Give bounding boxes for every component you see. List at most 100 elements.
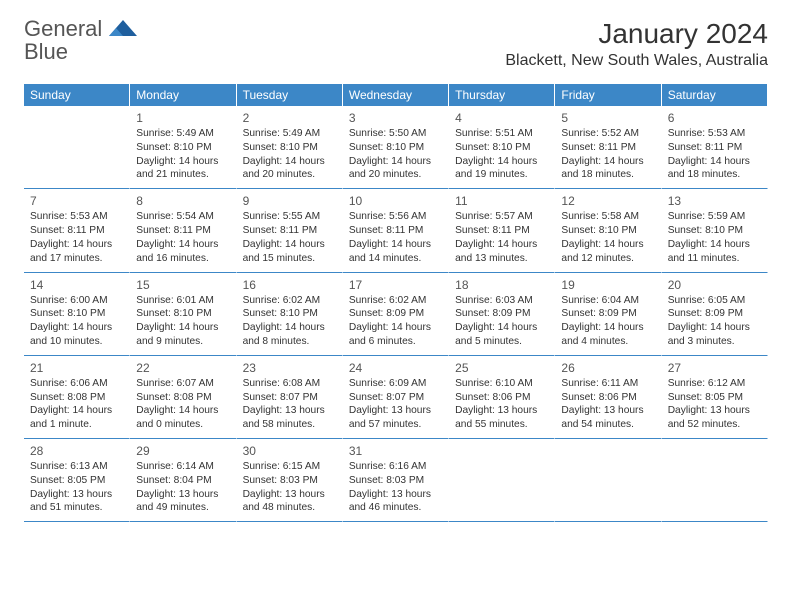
sunset-line: Sunset: 8:11 PM — [30, 224, 123, 238]
daylight-line: Daylight: 14 hours and 18 minutes. — [668, 155, 761, 183]
sunrise-line: Sunrise: 6:03 AM — [455, 294, 548, 308]
sunrise-line: Sunrise: 5:49 AM — [243, 127, 336, 141]
sunset-line: Sunset: 8:09 PM — [668, 307, 761, 321]
daylight-line: Daylight: 14 hours and 1 minute. — [30, 404, 123, 432]
day-number: 7 — [30, 193, 123, 209]
day-number: 11 — [455, 193, 548, 209]
calendar-cell: 22Sunrise: 6:07 AMSunset: 8:08 PMDayligh… — [130, 356, 236, 439]
day-number: 21 — [30, 360, 123, 376]
sunrise-line: Sunrise: 6:01 AM — [136, 294, 229, 308]
daylight-line: Daylight: 14 hours and 11 minutes. — [668, 238, 761, 266]
day-number: 3 — [349, 110, 442, 126]
day-number: 14 — [30, 277, 123, 293]
day-header: Monday — [130, 84, 236, 106]
day-number: 26 — [561, 360, 654, 376]
daylight-line: Daylight: 14 hours and 18 minutes. — [561, 155, 654, 183]
daylight-line: Daylight: 14 hours and 0 minutes. — [136, 404, 229, 432]
calendar-cell: 19Sunrise: 6:04 AMSunset: 8:09 PMDayligh… — [555, 273, 661, 356]
day-number: 22 — [136, 360, 229, 376]
sunrise-line: Sunrise: 5:55 AM — [243, 210, 336, 224]
sunset-line: Sunset: 8:07 PM — [243, 391, 336, 405]
day-number: 15 — [136, 277, 229, 293]
sunrise-line: Sunrise: 6:10 AM — [455, 377, 548, 391]
day-number: 16 — [243, 277, 336, 293]
day-number: 30 — [243, 443, 336, 459]
calendar-cell: 20Sunrise: 6:05 AMSunset: 8:09 PMDayligh… — [662, 273, 768, 356]
calendar-cell: 14Sunrise: 6:00 AMSunset: 8:10 PMDayligh… — [24, 273, 130, 356]
sunset-line: Sunset: 8:07 PM — [349, 391, 442, 405]
calendar-cell: 2Sunrise: 5:49 AMSunset: 8:10 PMDaylight… — [237, 106, 343, 189]
daylight-line: Daylight: 14 hours and 20 minutes. — [349, 155, 442, 183]
sunrise-line: Sunrise: 5:54 AM — [136, 210, 229, 224]
daylight-line: Daylight: 14 hours and 15 minutes. — [243, 238, 336, 266]
calendar-cell: 5Sunrise: 5:52 AMSunset: 8:11 PMDaylight… — [555, 106, 661, 189]
day-number: 9 — [243, 193, 336, 209]
sunrise-line: Sunrise: 6:08 AM — [243, 377, 336, 391]
sunset-line: Sunset: 8:11 PM — [455, 224, 548, 238]
sunrise-line: Sunrise: 5:53 AM — [30, 210, 123, 224]
daylight-line: Daylight: 14 hours and 20 minutes. — [243, 155, 336, 183]
sunrise-line: Sunrise: 6:07 AM — [136, 377, 229, 391]
daylight-line: Daylight: 14 hours and 4 minutes. — [561, 321, 654, 349]
day-header: Thursday — [449, 84, 555, 106]
sunrise-line: Sunrise: 6:04 AM — [561, 294, 654, 308]
daylight-line: Daylight: 14 hours and 9 minutes. — [136, 321, 229, 349]
logo-text-2: Blue — [24, 39, 68, 64]
sunset-line: Sunset: 8:10 PM — [349, 141, 442, 155]
calendar-cell: 8Sunrise: 5:54 AMSunset: 8:11 PMDaylight… — [130, 189, 236, 272]
day-number: 4 — [455, 110, 548, 126]
daylight-line: Daylight: 14 hours and 16 minutes. — [136, 238, 229, 266]
sunrise-line: Sunrise: 6:05 AM — [668, 294, 761, 308]
daylight-line: Daylight: 13 hours and 57 minutes. — [349, 404, 442, 432]
sunrise-line: Sunrise: 5:59 AM — [668, 210, 761, 224]
header: General Blue January 2024 Blackett, New … — [24, 18, 768, 70]
calendar-cell-empty — [555, 439, 661, 522]
day-number: 20 — [668, 277, 761, 293]
day-number: 10 — [349, 193, 442, 209]
daylight-line: Daylight: 13 hours and 46 minutes. — [349, 488, 442, 516]
sunset-line: Sunset: 8:09 PM — [455, 307, 548, 321]
calendar-cell: 18Sunrise: 6:03 AMSunset: 8:09 PMDayligh… — [449, 273, 555, 356]
logo: General Blue — [24, 18, 137, 64]
day-number: 13 — [668, 193, 761, 209]
calendar-cell: 13Sunrise: 5:59 AMSunset: 8:10 PMDayligh… — [662, 189, 768, 272]
sunset-line: Sunset: 8:10 PM — [243, 141, 336, 155]
day-number: 23 — [243, 360, 336, 376]
sunrise-line: Sunrise: 6:02 AM — [243, 294, 336, 308]
sunrise-line: Sunrise: 6:12 AM — [668, 377, 761, 391]
calendar-grid: SundayMondayTuesdayWednesdayThursdayFrid… — [24, 84, 768, 522]
daylight-line: Daylight: 13 hours and 52 minutes. — [668, 404, 761, 432]
daylight-line: Daylight: 13 hours and 58 minutes. — [243, 404, 336, 432]
calendar-cell: 3Sunrise: 5:50 AMSunset: 8:10 PMDaylight… — [343, 106, 449, 189]
day-number: 6 — [668, 110, 761, 126]
daylight-line: Daylight: 14 hours and 5 minutes. — [455, 321, 548, 349]
sunset-line: Sunset: 8:06 PM — [561, 391, 654, 405]
calendar-cell: 21Sunrise: 6:06 AMSunset: 8:08 PMDayligh… — [24, 356, 130, 439]
daylight-line: Daylight: 13 hours and 54 minutes. — [561, 404, 654, 432]
calendar-cell-empty — [24, 106, 130, 189]
daylight-line: Daylight: 13 hours and 49 minutes. — [136, 488, 229, 516]
calendar-cell-empty — [449, 439, 555, 522]
day-number: 12 — [561, 193, 654, 209]
calendar-cell: 23Sunrise: 6:08 AMSunset: 8:07 PMDayligh… — [237, 356, 343, 439]
calendar-cell: 10Sunrise: 5:56 AMSunset: 8:11 PMDayligh… — [343, 189, 449, 272]
day-number: 5 — [561, 110, 654, 126]
sunrise-line: Sunrise: 6:13 AM — [30, 460, 123, 474]
day-header: Friday — [555, 84, 661, 106]
calendar-cell: 24Sunrise: 6:09 AMSunset: 8:07 PMDayligh… — [343, 356, 449, 439]
calendar-cell: 25Sunrise: 6:10 AMSunset: 8:06 PMDayligh… — [449, 356, 555, 439]
sunset-line: Sunset: 8:10 PM — [455, 141, 548, 155]
page: General Blue January 2024 Blackett, New … — [0, 0, 792, 540]
day-header: Saturday — [662, 84, 768, 106]
sunset-line: Sunset: 8:11 PM — [243, 224, 336, 238]
calendar-cell: 7Sunrise: 5:53 AMSunset: 8:11 PMDaylight… — [24, 189, 130, 272]
sunset-line: Sunset: 8:03 PM — [243, 474, 336, 488]
sunrise-line: Sunrise: 5:58 AM — [561, 210, 654, 224]
sunset-line: Sunset: 8:10 PM — [30, 307, 123, 321]
sunrise-line: Sunrise: 6:02 AM — [349, 294, 442, 308]
calendar-cell-empty — [662, 439, 768, 522]
sunrise-line: Sunrise: 5:53 AM — [668, 127, 761, 141]
sunset-line: Sunset: 8:11 PM — [349, 224, 442, 238]
sunrise-line: Sunrise: 5:49 AM — [136, 127, 229, 141]
sunset-line: Sunset: 8:08 PM — [30, 391, 123, 405]
